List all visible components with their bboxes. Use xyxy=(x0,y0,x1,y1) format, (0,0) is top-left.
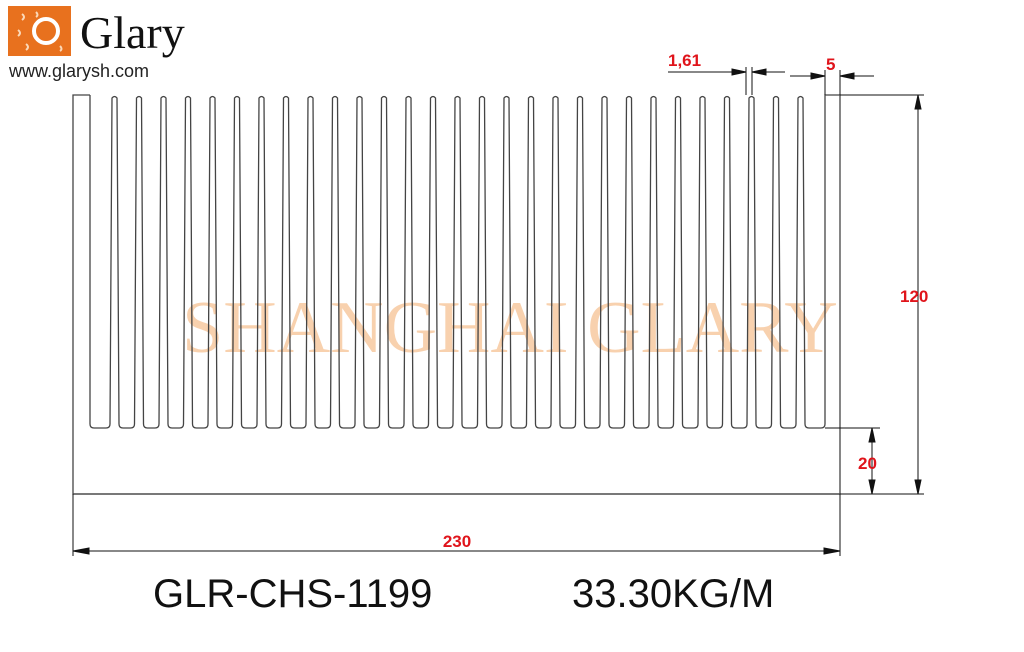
dim-height xyxy=(840,94,924,495)
fin-thickness-label: 1,61 xyxy=(668,51,701,70)
weight: 33.30KG/M xyxy=(572,572,774,616)
logo: Glary www.glarysh.com xyxy=(8,6,185,81)
heatsink-profile xyxy=(72,94,841,495)
logo-url: www.glarysh.com xyxy=(8,61,149,81)
dim-fin-thickness xyxy=(668,67,785,95)
width-label: 230 xyxy=(443,532,471,551)
gear-decoration xyxy=(17,11,63,52)
logo-brand: Glary xyxy=(80,7,185,58)
height-label: 120 xyxy=(900,287,928,306)
dim-base-thickness xyxy=(825,427,880,495)
gear-ring xyxy=(32,17,60,45)
base-thickness-label: 20 xyxy=(858,454,877,473)
part-number: GLR-CHS-1199 xyxy=(153,572,432,616)
dim-width xyxy=(72,494,841,556)
wall-thickness-label: 5 xyxy=(826,55,835,74)
dim-wall-thickness xyxy=(790,70,874,95)
